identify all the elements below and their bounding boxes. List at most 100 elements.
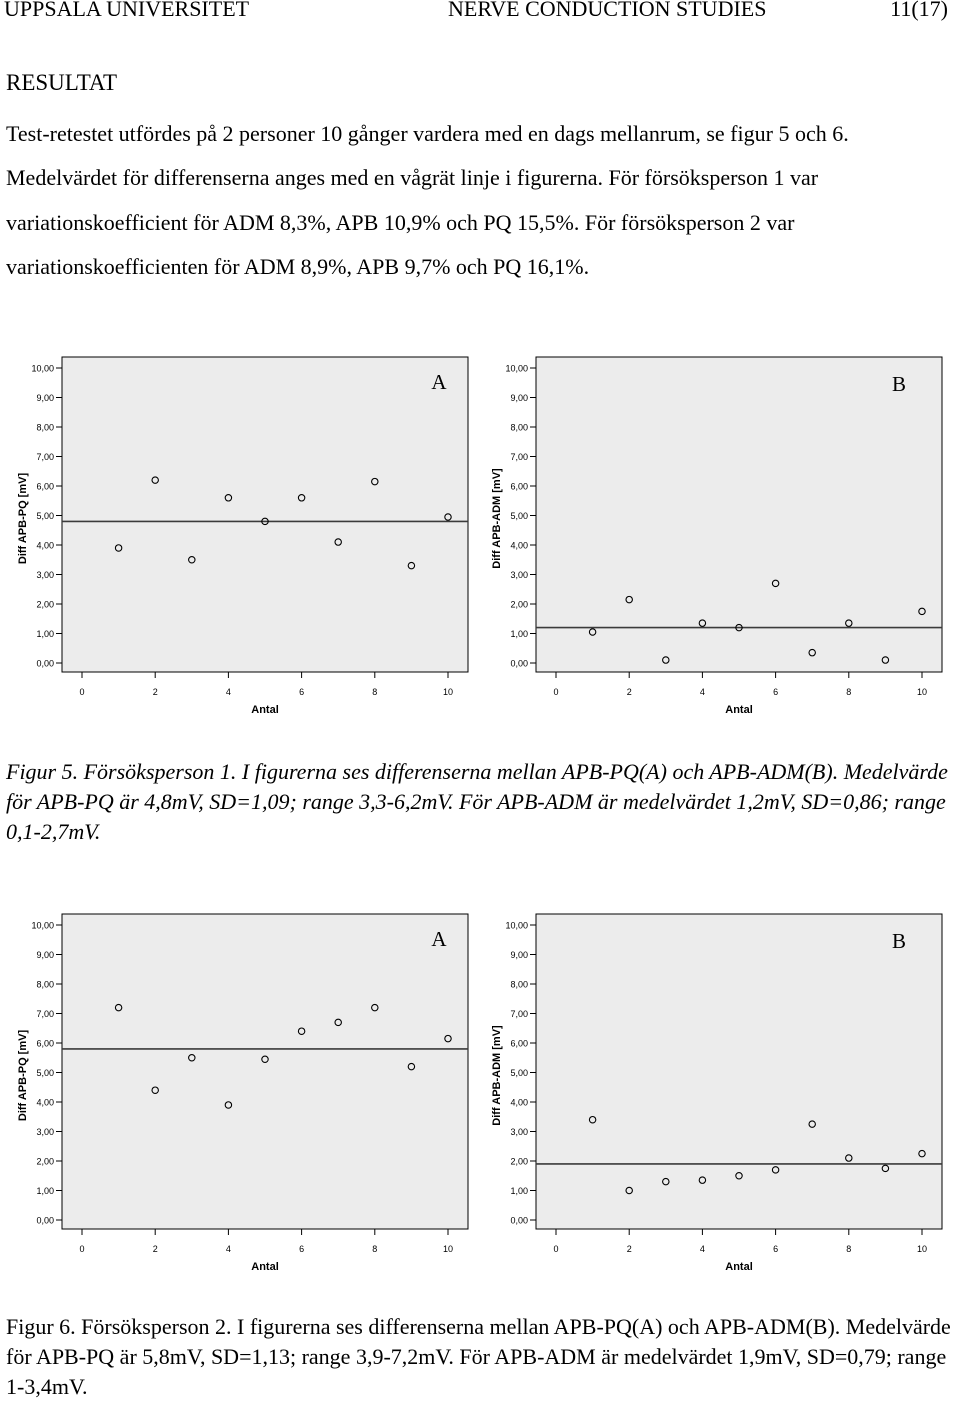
fig6-panel-b-y-tick-label: 6,00 (510, 1039, 528, 1049)
fig5-panel-b-data-point (845, 619, 853, 627)
fig6-panel-b-data-point (808, 1120, 816, 1128)
fig6-panel-a-y-axis-label: Diff APB-PQ [mV] (17, 1030, 29, 1122)
figure-5-caption-text: I figurerna ses differenserna mellan APB… (6, 759, 948, 844)
fig5-panel-b-y-tick-label: 8,00 (510, 423, 528, 433)
fig6-panel-a-panel-letter: A (431, 927, 447, 951)
fig6-panel-a-data-point (188, 1054, 196, 1062)
fig6-panel-a-data-point (334, 1018, 342, 1027)
figure-6-caption-prefix: Figur 6. Försöksperson 2. (6, 1314, 232, 1339)
fig5-panel-a-y-tick-label: 4,00 (36, 541, 54, 551)
fig6-panel-a-plot-area (61, 913, 469, 1230)
fig5-panel-a-y-tick-label: 1,00 (36, 629, 54, 639)
fig5-panel-a-x-tick-label: 6 (299, 687, 304, 697)
fig6-panel-a-x-axis-label: Antal (251, 1261, 279, 1273)
fig5-panel-b-y-tick-label: 9,00 (510, 393, 528, 403)
fig6-panel-b-data-point (881, 1164, 890, 1173)
fig6-panel-a-data-point (261, 1055, 269, 1063)
header-university: UPPSALA UNIVERSITET (4, 0, 250, 21)
fig5-panel-b-x-tick-label: 6 (773, 687, 778, 697)
fig6-panel-a-x-tick-label: 2 (153, 1244, 158, 1254)
fig6-panel-b-data-point (588, 1115, 597, 1124)
fig5-panel-a-y-tick-label: 0,00 (36, 659, 54, 669)
fig5-panel-b-panel: 0,00 1,00 2,00 3,00 4,00 5,00 6,00 7,00 8,00 9,00… (491, 356, 943, 716)
fig6-panel-b-x-tick-label: 6 (773, 1244, 778, 1254)
fig5-panel-b-panel-letter: B (892, 372, 906, 396)
fig6-panel-b-y-tick-label: 10,00 (505, 921, 528, 931)
fig6-panel-a-data-point (224, 1101, 233, 1109)
fig5-panel-a-x-tick-label: 10 (443, 687, 453, 697)
fig6-panel-b-x-tick-label: 0 (553, 1244, 558, 1254)
fig6-panel-b-data-point (625, 1186, 633, 1195)
fig6-panel-a-data-point (151, 1086, 159, 1094)
fig5-panel-b-y-tick-label: 10,00 (505, 364, 528, 374)
fig5-panel-b-data-point (808, 648, 816, 657)
fig5-panel-b-x-tick-label: 0 (553, 687, 558, 697)
fig5-panel-a-x-tick-label: 4 (226, 687, 231, 697)
fig6-panel-b-x-axis-label: Antal (725, 1261, 753, 1273)
fig5-panel-b-plot-area (535, 356, 943, 673)
fig5-panel-b-y-axis-label: Diff APB-ADM [mV] (491, 468, 503, 569)
fig6-panel-b-x-tick-label: 10 (917, 1244, 927, 1254)
fig5-panel-a-y-tick-label: 2,00 (36, 600, 54, 610)
fig6-panel-b-data-point (771, 1166, 780, 1174)
fig6-panel-b-y-tick-label: 2,00 (510, 1157, 528, 1167)
fig5-panel-b-y-tick-label: 7,00 (510, 452, 528, 462)
fig6-panel-b-y-tick-label: 1,00 (510, 1186, 528, 1196)
fig5-panel-a-data-point (114, 544, 123, 552)
fig6-panel-b-y-tick-label: 8,00 (510, 980, 528, 990)
fig5-panel-a-data-point (371, 477, 379, 486)
results-paragraph: Test-retestet utfördes på 2 personer 10 … (6, 121, 849, 279)
fig5-panel-a-panel: 0,00 1,00 2,00 3,00 4,00 5,00 6,00 7,00 8,00 9,00… (17, 356, 469, 716)
fig5-panel-b-data-point (662, 656, 670, 664)
fig6-panel-a-y-tick-label: 7,00 (36, 1009, 54, 1019)
fig6-panel-a-y-tick-label: 10,00 (31, 921, 54, 931)
fig6-panel-a-panel: 0,00 1,00 2,00 3,00 4,00 5,00 6,00 7,00 8,00 9,00… (17, 913, 469, 1273)
fig5-panel-a-data-point (297, 494, 306, 502)
fig5-panel-b-data-point (881, 656, 890, 664)
figure-5-charts: 0,00 1,00 2,00 3,00 4,00 5,00 6,00 7,00 8,00 9,00… (0, 345, 960, 725)
fig6-panel-a-data-point (297, 1027, 306, 1035)
fig6-panel-b-x-tick-label: 2 (627, 1244, 632, 1254)
fig5-panel-b-x-tick-label: 4 (700, 687, 705, 697)
fig6-panel-b-y-axis-label: Diff APB-ADM [mV] (491, 1025, 503, 1126)
fig5-panel-a-y-tick-label: 5,00 (36, 511, 54, 521)
fig5-panel-a-data-point (188, 556, 196, 564)
fig6-panel-a-y-tick-label: 5,00 (36, 1068, 54, 1078)
fig5-panel-b-x-axis-label: Antal (725, 704, 753, 716)
fig6-panel-b-x-tick-label: 4 (700, 1244, 705, 1254)
fig5-panel-a-x-tick-label: 2 (153, 687, 158, 697)
fig5-panel-a-y-tick-label: 6,00 (36, 482, 54, 492)
fig6-panel-b-x-tick-label: 8 (846, 1244, 851, 1254)
fig6-panel-a-data-point (407, 1062, 416, 1071)
fig6-panel-b-panel: 0,00 1,00 2,00 3,00 4,00 5,00 6,00 7,00 8,00 9,00… (491, 913, 943, 1273)
fig5-panel-a-panel-letter: A (431, 370, 447, 394)
figure-5-caption: Figur 5. Försöksperson 1. I figurerna se… (6, 757, 956, 847)
fig6-panel-a-y-tick-label: 8,00 (36, 980, 54, 990)
fig6-panel-a-y-tick-label: 9,00 (36, 950, 54, 960)
fig5-panel-a-data-point (151, 476, 159, 484)
fig5-panel-a-data-point (261, 517, 269, 526)
fig5-panel-a-data-point (407, 561, 416, 570)
fig5-panel-b-data-point (588, 628, 597, 636)
fig6-panel-b-data-point (918, 1149, 926, 1158)
fig5-panel-b-y-tick-label: 0,00 (510, 659, 528, 669)
fig6-panel-b-y-tick-label: 7,00 (510, 1009, 528, 1019)
fig5-panel-b-y-tick-label: 5,00 (510, 511, 528, 521)
fig6-panel-a-y-tick-label: 6,00 (36, 1039, 54, 1049)
fig5-panel-b-data-point (771, 579, 780, 588)
fig5-panel-b-data-point (625, 595, 633, 604)
fig6-panel-a-data-point (371, 1003, 379, 1012)
fig5-panel-b-y-tick-label: 3,00 (510, 570, 528, 580)
fig5-panel-b-data-point (698, 619, 707, 627)
fig6-panel-a-x-tick-label: 4 (226, 1244, 231, 1254)
fig6-panel-b-data-point (735, 1171, 743, 1180)
fig5-panel-b-y-tick-label: 4,00 (510, 541, 528, 551)
figure-5-svg: 0,00 1,00 2,00 3,00 4,00 5,00 6,00 7,00 8,00 9,00… (17, 356, 943, 716)
figure-6-caption: Figur 6. Försöksperson 2. I figurerna se… (6, 1312, 956, 1402)
fig6-panel-a-y-tick-label: 0,00 (36, 1216, 54, 1226)
fig5-panel-a-data-point (444, 513, 452, 521)
fig6-panel-a-x-tick-label: 8 (372, 1244, 377, 1254)
fig5-panel-a-data-point (334, 538, 342, 546)
fig5-panel-a-y-tick-label: 10,00 (31, 364, 54, 374)
fig5-panel-a-x-tick-label: 0 (79, 687, 84, 697)
